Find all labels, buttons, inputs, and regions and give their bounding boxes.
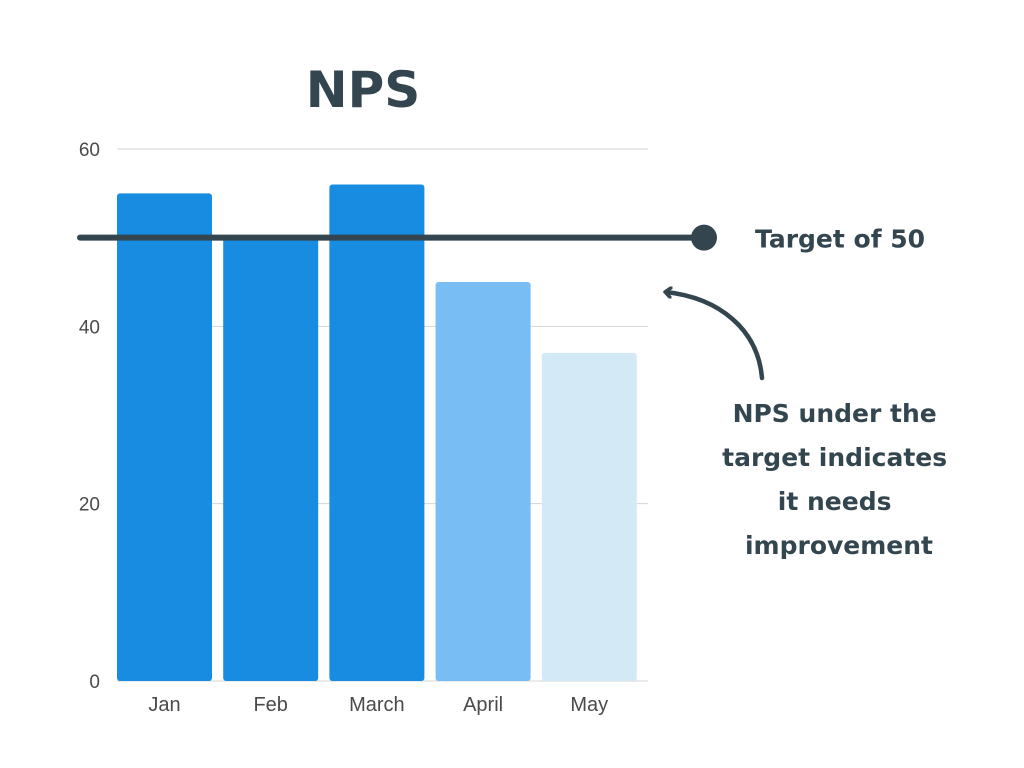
y-tick-label: 40	[79, 317, 100, 338]
annotation-line-2: target indicates	[722, 443, 947, 472]
y-tick-label: 20	[79, 495, 100, 516]
x-tick-label: March	[349, 694, 405, 716]
bars	[117, 184, 637, 682]
x-tick-label: Jan	[148, 694, 180, 716]
annotation-line-3: it needs	[778, 487, 892, 516]
bar-april	[435, 282, 531, 681]
target-line-endpoint	[691, 224, 717, 251]
y-axis-ticks: 0 20 40 60	[79, 140, 100, 693]
annotation-line-1: NPS under the	[733, 399, 937, 428]
x-tick-label: April	[463, 694, 503, 716]
chart-title: NPS	[306, 61, 421, 119]
bar-feb	[223, 237, 319, 681]
annotation-text: NPS under the target indicates it needs …	[722, 399, 956, 560]
target-line-group: Target of 50	[77, 224, 925, 254]
y-tick-label: 0	[89, 672, 100, 693]
y-tick-label: 60	[79, 140, 100, 161]
bar-jan	[117, 193, 212, 682]
x-tick-label: Feb	[253, 694, 287, 716]
target-label: Target of 50	[755, 225, 925, 254]
annotation-line-4: improvement	[745, 531, 933, 560]
x-tick-label: May	[570, 694, 608, 716]
annotation-arrow	[666, 292, 765, 381]
x-axis-labels: Jan Feb March April May	[148, 694, 608, 716]
bar-march	[329, 184, 425, 681]
bar-may	[541, 352, 637, 681]
